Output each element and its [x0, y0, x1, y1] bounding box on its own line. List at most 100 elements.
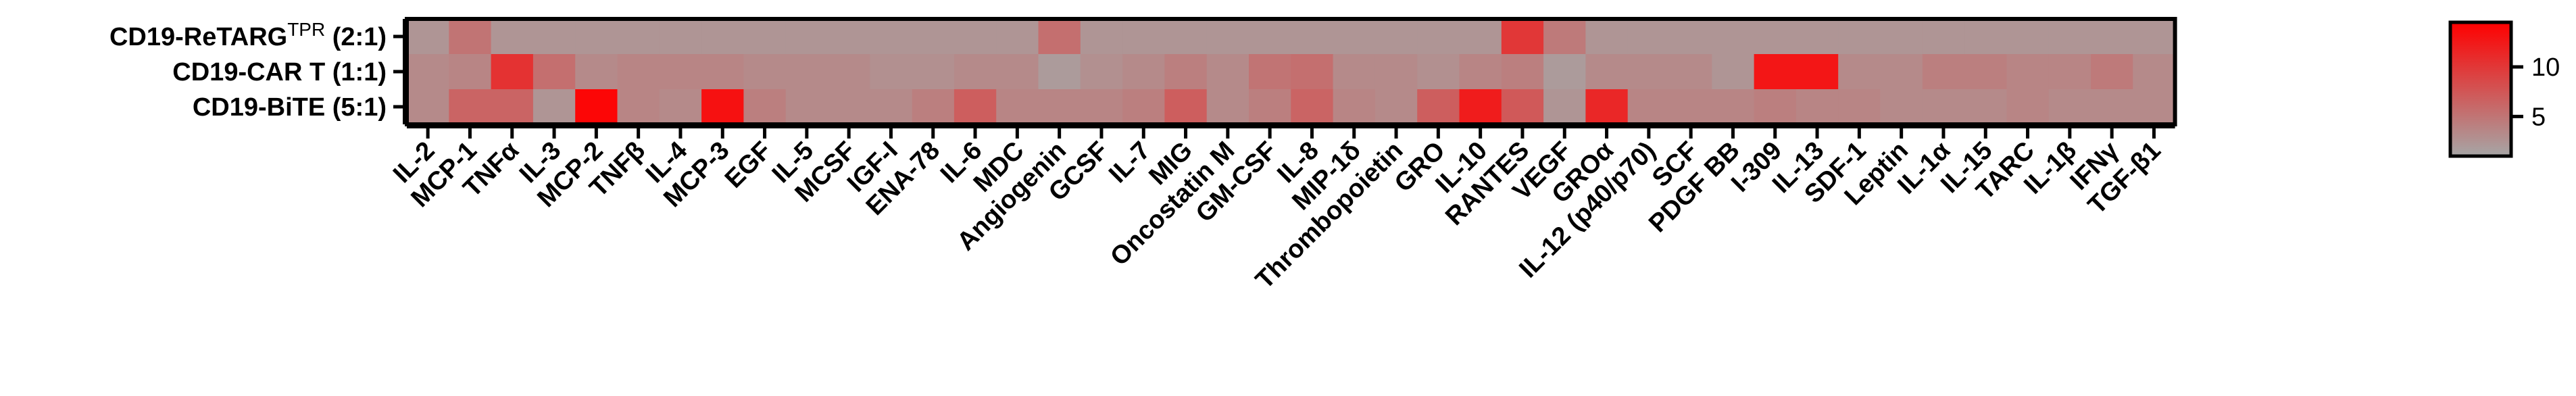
heatmap-cell — [407, 89, 449, 125]
heatmap-cell — [2091, 19, 2133, 55]
heatmap-cell — [1291, 54, 1334, 90]
heatmap-cell — [1585, 89, 1629, 125]
heatmap-cell — [996, 54, 1039, 90]
heatmap-cell — [659, 89, 702, 125]
heatmap-cell — [1501, 19, 1544, 55]
heatmap-cell — [1206, 89, 1249, 125]
heatmap-cell — [2048, 54, 2091, 90]
heatmap-cell — [575, 89, 618, 125]
heatmap-cell — [2133, 89, 2176, 125]
heatmap-cell — [1880, 19, 1923, 55]
colorbar-tick-label: 5 — [2531, 103, 2546, 131]
heatmap-cell — [2006, 54, 2050, 90]
heatmap-cell — [701, 19, 744, 55]
colorbar-tick-label: 10 — [2531, 53, 2560, 82]
heatmap-cell — [743, 89, 787, 125]
heatmap-cell — [1459, 89, 1502, 125]
column-axis: IL-2MCP-1TNFαIL-3MCP-2TNFβIL-4MCP-3EGFIL… — [388, 124, 2175, 295]
heatmap-cell — [1417, 89, 1460, 125]
heatmap-cell — [2006, 89, 2050, 125]
heatmap-cell — [1122, 54, 1165, 90]
heatmap-cell — [1838, 54, 1881, 90]
heatmap-cell — [828, 54, 870, 90]
heatmap-cell — [1543, 19, 1586, 55]
heatmap-cell — [1417, 19, 1460, 55]
heatmap-cell — [1712, 19, 1755, 55]
heatmap-cell — [491, 89, 534, 125]
heatmap-cell — [659, 19, 702, 55]
heatmap-cell — [1122, 89, 1165, 125]
heatmap-cells — [407, 19, 2176, 125]
heatmap-cell — [491, 54, 534, 90]
heatmap-cell — [1670, 19, 1712, 55]
heatmap-cell — [659, 54, 702, 90]
heatmap-cell — [1585, 19, 1629, 55]
heatmap-cell — [2006, 19, 2050, 55]
heatmap-cell — [701, 54, 744, 90]
heatmap-cell — [996, 89, 1039, 125]
heatmap-cell — [1206, 54, 1249, 90]
heatmap-cell — [1080, 19, 1123, 55]
heatmap-cell — [1964, 19, 2007, 55]
heatmap-cell — [1627, 19, 1670, 55]
heatmap-cell — [617, 54, 660, 90]
heatmap-cell — [1417, 54, 1460, 90]
heatmap-cell — [2091, 89, 2133, 125]
heatmap-cell — [2133, 54, 2176, 90]
heatmap-cell — [870, 89, 913, 125]
heatmap-cell — [912, 54, 955, 90]
heatmap-cell — [1291, 89, 1334, 125]
heatmap-cell — [1712, 89, 1755, 125]
heatmap-cell — [1712, 54, 1755, 90]
heatmap-cell — [1880, 54, 1923, 90]
row-axis: CD19-ReTARGTPR (2:1) CD19-CAR T (1:1) CD19… — [109, 19, 407, 124]
heatmap-cell — [912, 19, 955, 55]
heatmap-cell — [491, 19, 534, 55]
heatmap-cell — [1249, 54, 1291, 90]
heatmap-cell — [743, 54, 787, 90]
heatmap-cell — [1627, 89, 1670, 125]
heatmap-cell — [1922, 19, 1965, 55]
heatmap-cell — [1038, 89, 1081, 125]
heatmap-cell — [1374, 19, 1418, 55]
heatmap-cell — [1922, 89, 1965, 125]
heatmap-cell — [785, 19, 828, 55]
row-label: CD19-ReTARGTPR (2:1) — [109, 19, 387, 51]
heatmap-cell — [1543, 89, 1586, 125]
heatmap-cell — [1838, 89, 1881, 125]
heatmap-cell — [1374, 89, 1418, 125]
heatmap-cell — [2091, 54, 2133, 90]
heatmap-cell — [1374, 54, 1418, 90]
row-label: CD19-BiTE (5:1) — [193, 93, 387, 122]
heatmap-cell — [1543, 54, 1586, 90]
heatmap-cell — [870, 54, 913, 90]
heatmap-cell — [785, 54, 828, 90]
heatmap-cell — [953, 19, 997, 55]
heatmap-cell — [1249, 89, 1291, 125]
heatmap-cell — [449, 89, 492, 125]
heatmap-cell — [2133, 19, 2176, 55]
heatmap-cell — [1038, 54, 1081, 90]
heatmap-cell — [1291, 19, 1334, 55]
heatmap-cell — [953, 54, 997, 90]
heatmap-cell — [1459, 54, 1502, 90]
heatmap-cell — [870, 19, 913, 55]
heatmap-cell — [449, 19, 492, 55]
heatmap-cell — [1670, 89, 1712, 125]
heatmap-cell — [1080, 54, 1123, 90]
heatmap-cell — [2048, 19, 2091, 55]
colorbar-gradient — [2448, 20, 2513, 158]
heatmap-cell — [617, 19, 660, 55]
heatmap-cell — [1249, 19, 1291, 55]
heatmap-cell — [953, 89, 997, 125]
heatmap-cell — [1038, 19, 1081, 55]
heatmap-cell — [912, 89, 955, 125]
heatmap-cell — [1585, 54, 1629, 90]
heatmap-cell — [1754, 19, 1797, 55]
heatmap-cell — [407, 19, 449, 55]
heatmap-cell — [1164, 19, 1208, 55]
heatmap-cell — [1754, 89, 1797, 125]
heatmap-cell — [1964, 89, 2007, 125]
heatmap-cell — [785, 89, 828, 125]
